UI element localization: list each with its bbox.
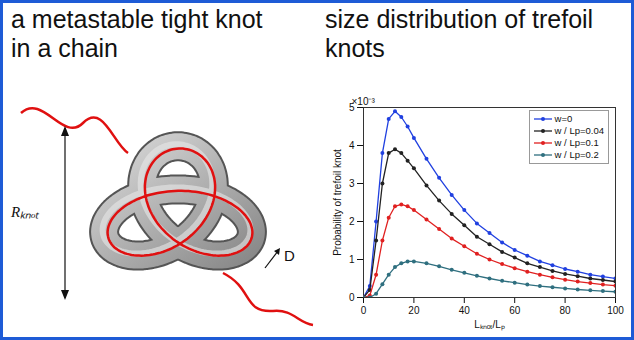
html-text:w=0: w=0 [554, 113, 573, 124]
svg-text:0: 0 [361, 305, 367, 316]
svg-text:Probability of trefoil knot: Probability of trefoil knot [332, 149, 343, 256]
html-text:w / Lp=0.1: w / Lp=0.1 [554, 137, 599, 148]
svg-text:100: 100 [607, 305, 624, 316]
svg-text:Rₖₙₒₜ: Rₖₙₒₜ [10, 204, 40, 220]
svg-text:1: 1 [349, 254, 355, 265]
svg-text:5: 5 [348, 101, 355, 113]
html-text:size distribution of trefoil k: size distribution of trefoil knots [325, 5, 594, 62]
svg-text:40: 40 [459, 305, 471, 316]
svg-text:4: 4 [349, 140, 355, 151]
html-text:w / Lp=0.2: w / Lp=0.2 [554, 149, 599, 160]
svg-text:×10⁻³: ×10⁻³ [352, 96, 376, 107]
svg-text:Lₖₙₒₜ/Lₚ: Lₖₙₒₜ/Lₚ [474, 319, 505, 331]
svg-text:2: 2 [349, 216, 355, 227]
svg-text:80: 80 [560, 305, 572, 316]
svg-text:3: 3 [349, 178, 355, 189]
svg-text:0: 0 [349, 292, 355, 303]
svg-text:20: 20 [408, 305, 420, 316]
html-text:w / Lp=0.04: w / Lp=0.04 [554, 125, 604, 136]
svg-text:D: D [284, 247, 295, 264]
html-text:a metastable tight knot in a c: a metastable tight knot in a chain [11, 5, 263, 62]
svg-text:60: 60 [509, 305, 521, 316]
